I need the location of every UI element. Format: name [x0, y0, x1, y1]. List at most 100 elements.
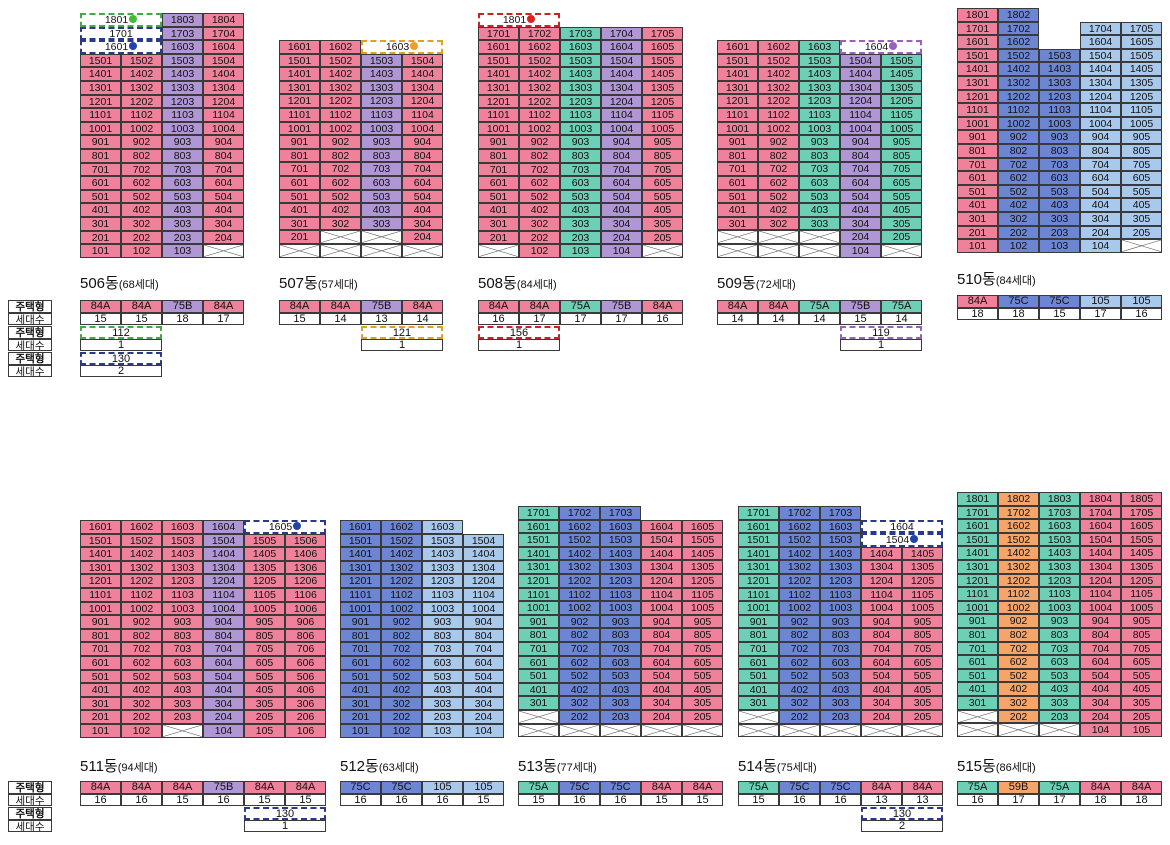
unit-count: 15	[682, 794, 723, 806]
unit-502: 502	[998, 668, 1039, 683]
unit-1302: 1302	[758, 80, 799, 95]
unit-803: 803	[422, 628, 463, 643]
unit-104: 104	[601, 244, 642, 258]
household-total: (75세대)	[776, 762, 817, 774]
unit-1101: 1101	[717, 108, 758, 122]
unit-count: 16	[422, 794, 463, 806]
building-name-515: 515동(86세대)	[957, 755, 1036, 776]
unit-1303: 1303	[162, 560, 203, 575]
unit-1004: 1004	[1080, 600, 1121, 615]
unit-type-84A: 84A	[682, 781, 723, 794]
unit-1501: 1501	[80, 533, 121, 548]
unit-902: 902	[758, 135, 799, 149]
unit-203: 203	[162, 230, 203, 245]
unit-1505: 1505	[244, 533, 285, 548]
unit-1305: 1305	[642, 81, 683, 95]
unit-1002: 1002	[758, 121, 799, 136]
unit-401: 401	[957, 198, 998, 212]
unit-704: 704	[203, 162, 244, 177]
unit-type-75C: 75C	[998, 295, 1039, 308]
unit-1605: 1605	[1121, 35, 1162, 49]
unit-501: 501	[738, 669, 779, 683]
unit-205: 205	[1121, 225, 1162, 240]
unit-type-84A: 84A	[957, 295, 998, 308]
row-label-type: 주택형	[8, 807, 52, 820]
unit-904: 904	[402, 135, 443, 149]
unit-1503: 1503	[1039, 532, 1080, 547]
unit-903: 903	[422, 615, 463, 629]
unit-404: 404	[641, 682, 682, 697]
unit-502: 502	[559, 669, 600, 683]
unit-1405: 1405	[881, 67, 922, 81]
unit-number: 205	[913, 711, 932, 723]
unit-1302: 1302	[320, 80, 361, 95]
unit-701: 701	[340, 642, 381, 656]
unit-304: 304	[861, 696, 902, 710]
unit-1604: 1604	[861, 519, 943, 534]
empty-unit	[998, 723, 1039, 737]
unit-1401: 1401	[478, 67, 519, 81]
unit-1502: 1502	[121, 533, 162, 548]
unit-number: 102	[132, 725, 151, 737]
unit-504: 504	[203, 189, 244, 204]
unit-count: 16	[957, 794, 998, 806]
unit-type-84A: 84A	[478, 300, 519, 313]
unit-601: 601	[80, 176, 121, 190]
unit-705: 705	[1121, 641, 1162, 656]
unit-1202: 1202	[758, 94, 799, 108]
unit-1503: 1503	[820, 533, 861, 547]
unit-1401: 1401	[279, 67, 320, 81]
unit-501: 501	[518, 669, 559, 683]
unit-1203: 1203	[1039, 573, 1080, 588]
unit-number: 1601	[287, 41, 312, 53]
unit-703: 703	[422, 642, 463, 656]
unit-1202: 1202	[121, 574, 162, 588]
unit-1105: 1105	[1121, 103, 1162, 117]
unit-901: 901	[518, 614, 559, 629]
unit-count: 15	[1039, 308, 1080, 320]
unit-802: 802	[998, 628, 1039, 642]
unit-1204: 1204	[463, 574, 504, 588]
unit-603: 603	[422, 656, 463, 670]
unit-number: 1803	[170, 14, 195, 26]
unit-403: 403	[820, 682, 861, 697]
unit-1403: 1403	[600, 546, 641, 561]
unit-404: 404	[1080, 682, 1121, 696]
unit-1204: 1204	[203, 94, 244, 109]
unit-901: 901	[717, 135, 758, 149]
unit-102: 102	[121, 724, 162, 738]
unit-1101: 1101	[478, 108, 519, 122]
unit-901: 901	[957, 614, 998, 628]
unit-204: 204	[1080, 225, 1121, 240]
unit-401: 401	[518, 682, 559, 697]
unit-303: 303	[162, 217, 203, 231]
unit-1301: 1301	[518, 560, 559, 574]
unit-number: 203	[1050, 710, 1069, 723]
household-total: (57세대)	[317, 279, 358, 291]
unit-805: 805	[682, 628, 723, 642]
unit-type-75B: 75B	[601, 300, 642, 313]
unit-1202: 1202	[320, 94, 361, 108]
unit-type-75C: 75C	[1039, 295, 1080, 308]
unit-1402: 1402	[998, 546, 1039, 560]
unit-count: 18	[998, 308, 1039, 320]
unit-number: 203	[831, 711, 850, 723]
unit-1401: 1401	[957, 546, 998, 560]
unit-101: 101	[80, 724, 121, 738]
empty-unit	[717, 230, 758, 244]
unit-803: 803	[361, 148, 402, 163]
unit-402: 402	[519, 203, 560, 217]
unit-1502: 1502	[998, 532, 1039, 547]
unit-1003: 1003	[799, 121, 840, 136]
unit-601: 601	[80, 656, 121, 670]
unit-903: 903	[560, 135, 601, 149]
unit-403: 403	[162, 203, 203, 217]
unit-count: 18	[1121, 794, 1162, 806]
unit-1403: 1403	[560, 67, 601, 81]
unit-402: 402	[381, 683, 422, 697]
unit-401: 401	[340, 683, 381, 697]
unit-number: 204	[1091, 710, 1110, 723]
unit-1405: 1405	[1121, 546, 1162, 560]
unit-705: 705	[902, 642, 943, 656]
unit-type-84A: 84A	[641, 781, 682, 794]
